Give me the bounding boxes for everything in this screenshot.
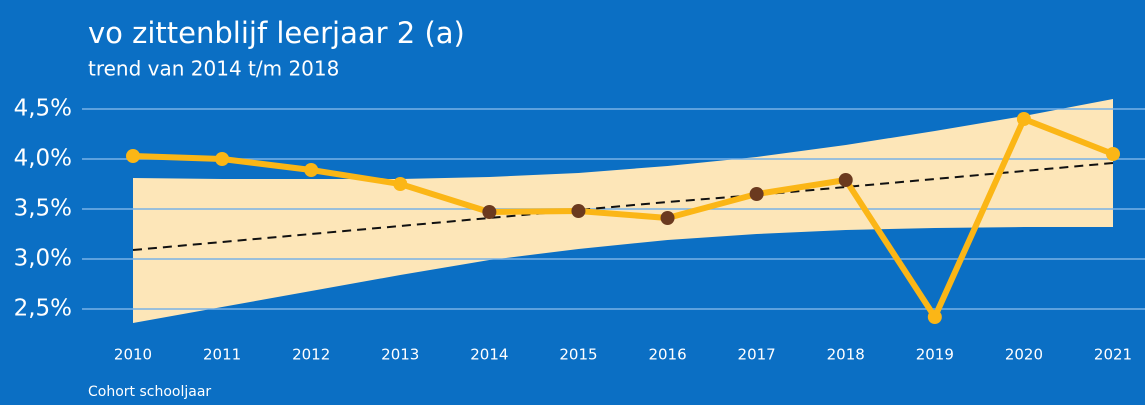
y-tick-label: 4,0% xyxy=(14,146,72,172)
chart-subtitle: trend van 2014 t/m 2018 xyxy=(88,57,339,81)
y-tick-label: 2,5% xyxy=(14,296,72,322)
x-tick-label: 2018 xyxy=(827,346,865,364)
data-point xyxy=(660,211,675,225)
chart-title: vo zittenblijf leerjaar 2 (a) xyxy=(88,16,465,50)
y-tick-label: 4,5% xyxy=(14,96,72,122)
x-tick-label: 2020 xyxy=(1005,346,1043,364)
data-point xyxy=(838,173,853,187)
x-tick-label: 2016 xyxy=(648,346,686,364)
x-tick-label: 2019 xyxy=(916,346,954,364)
data-point xyxy=(749,187,764,201)
y-tick-label: 3,0% xyxy=(14,246,72,272)
data-point xyxy=(1106,147,1120,161)
data-point xyxy=(1016,112,1031,126)
confidence-band xyxy=(133,99,1113,323)
x-tick-label: 2013 xyxy=(381,346,419,364)
y-tick-label: 3,5% xyxy=(14,196,72,222)
x-tick-label: 2015 xyxy=(559,346,597,364)
x-tick-label: 2010 xyxy=(114,346,152,364)
data-point xyxy=(927,310,942,324)
x-tick-label: 2011 xyxy=(203,346,241,364)
x-axis-label: Cohort schooljaar xyxy=(88,384,211,400)
x-tick-label: 2021 xyxy=(1094,346,1132,364)
x-tick-label: 2017 xyxy=(738,346,776,364)
x-tick-label: 2014 xyxy=(470,346,508,364)
data-line xyxy=(132,116,1115,320)
data-point xyxy=(304,163,319,177)
x-tick-label: 2012 xyxy=(292,346,330,364)
data-point xyxy=(482,205,497,219)
data-point xyxy=(215,152,230,166)
data-point xyxy=(126,149,140,163)
data-point xyxy=(571,204,586,218)
data-point xyxy=(393,177,408,191)
